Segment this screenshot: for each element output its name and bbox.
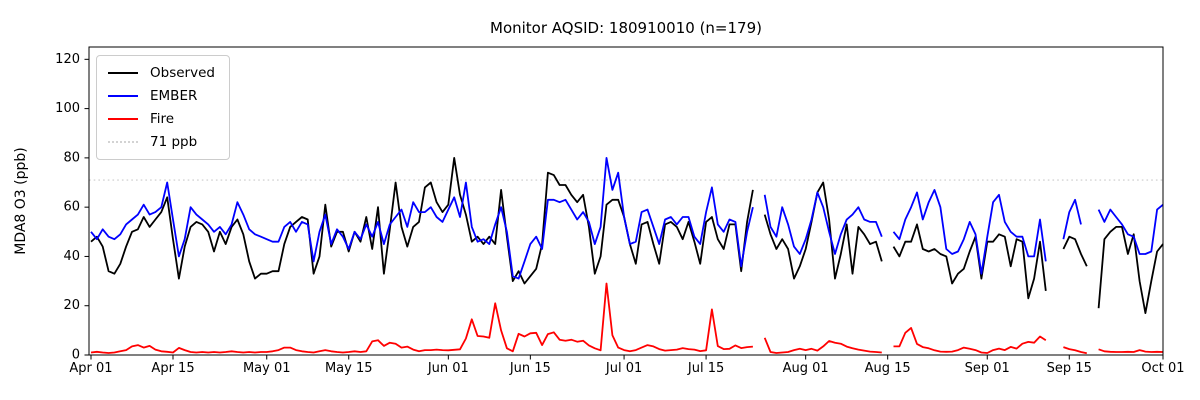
series-line-observed [90, 156, 754, 285]
legend-item-fire: Fire [108, 111, 215, 127]
legend-item-observed: Observed [108, 65, 215, 81]
x-tick-label: May 15 [325, 361, 373, 376]
x-tick-label: Aug 01 [783, 361, 829, 376]
series-line-observed [892, 223, 1047, 300]
x-tick-label: Sep 01 [965, 361, 1010, 376]
series-line-ember [1062, 198, 1082, 240]
observed-line-swatch-icon [108, 72, 138, 74]
y-tick-label: 0 [72, 348, 80, 363]
legend-item-ember: EMBER [108, 88, 215, 104]
axes-box [88, 46, 1164, 356]
series-line-fire [893, 326, 1047, 354]
legend-label-observed: Observed [150, 65, 215, 81]
series-line-observed [763, 181, 883, 280]
legend-item-threshold: 71 ppb [108, 134, 215, 150]
x-tick-label: Apr 01 [69, 361, 112, 376]
y-axis-label: MDA8 O3 (ppb) [13, 147, 29, 255]
series-line-observed [1062, 235, 1088, 267]
x-tick-label: Sep 15 [1047, 361, 1092, 376]
x-tick-label: Jul 01 [605, 361, 642, 376]
series-line-fire [1063, 346, 1087, 355]
y-tick-label: 100 [55, 101, 80, 116]
series-line-ember [763, 191, 883, 255]
ember-line-swatch-icon [108, 95, 138, 97]
y-tick-label: 120 [55, 52, 80, 67]
x-tick-label: Jun 01 [427, 361, 469, 376]
y-tick-label: 80 [63, 150, 80, 165]
legend: Observed EMBER Fire 71 ppb [96, 55, 230, 160]
fire-line-swatch-icon [108, 118, 138, 120]
series-line-fire [763, 337, 882, 354]
legend-label-threshold: 71 ppb [150, 134, 198, 150]
y-tick-label: 20 [63, 298, 80, 313]
legend-label-fire: Fire [150, 111, 175, 127]
series-line-observed [1097, 225, 1164, 315]
x-tick-label: Oct 01 [1141, 361, 1184, 376]
x-tick-label: Jun 15 [509, 361, 551, 376]
x-tick-label: Jul 15 [687, 361, 724, 376]
x-tick-label: Apr 15 [151, 361, 194, 376]
x-tick-label: May 01 [243, 361, 291, 376]
series-line-fire [90, 282, 753, 354]
legend-label-ember: EMBER [150, 88, 198, 104]
y-tick-label: 60 [63, 200, 80, 215]
x-tick-label: Aug 15 [865, 361, 911, 376]
chart-title: Monitor AQSID: 180910010 (n=179) [490, 19, 762, 37]
series-line-ember [1097, 204, 1164, 255]
series-line-ember [90, 156, 754, 280]
threshold-line-swatch-icon [108, 141, 138, 143]
series-line-fire [1098, 348, 1164, 353]
series-line-ember [892, 188, 1047, 275]
y-tick-label: 40 [63, 249, 80, 264]
